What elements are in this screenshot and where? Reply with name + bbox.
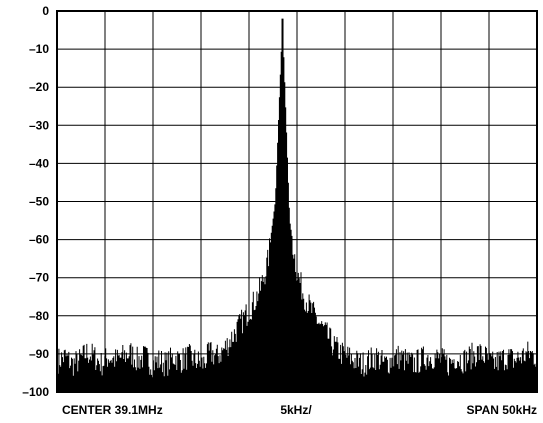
y-tick-label: –30 [29,118,49,132]
y-axis-tick-labels: 0 –10 –20 –30 –40 –50 –60 –70 –80 –90 –100 [22,4,49,399]
y-tick-label: –50 [29,195,49,209]
y-tick-label: –60 [29,233,49,247]
y-tick-label: –90 [29,347,49,361]
y-tick-label: –10 [29,42,49,56]
center-frequency-label: CENTER 39.1MHz [62,403,163,417]
plot-frame [56,10,538,393]
y-tick-label: –20 [29,80,49,94]
y-tick-label: –80 [29,309,49,323]
y-tick-label: –40 [29,156,49,170]
y-tick-label: –70 [29,271,49,285]
y-tick-label: 0 [42,4,49,18]
scale-per-division-label: 5kHz/ [280,403,312,417]
span-label: SPAN 50kHz [467,403,537,417]
y-tick-label: –100 [22,385,49,399]
